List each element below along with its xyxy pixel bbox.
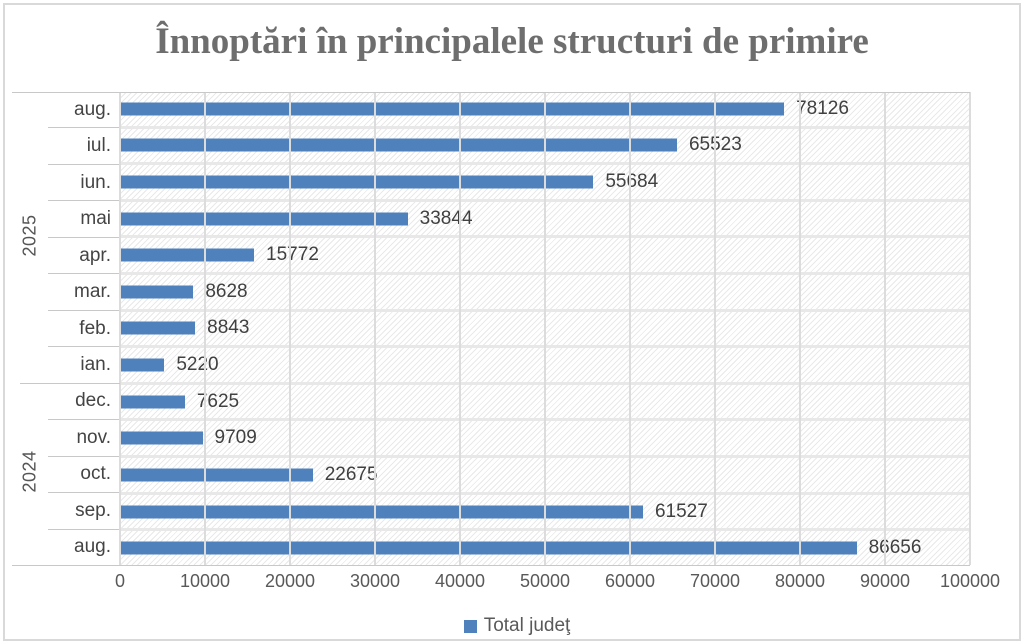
bar: [120, 212, 408, 226]
plot-area: 78126 65523 55684 33844 15772 8628 8843 5220 762…: [119, 92, 971, 565]
x-axis-tick-label: 70000: [689, 571, 741, 591]
bar-row: 8628: [120, 275, 970, 312]
legend: Total judeţ: [0, 615, 1024, 637]
month-axis: aug. iul. iun. mai apr. mar. feb. ian. dec. nov. o…: [48, 92, 120, 565]
month-label: nov.: [48, 420, 120, 457]
x-axis-tick-label: 90000: [859, 571, 911, 591]
legend-label: Total judeţ: [483, 615, 571, 636]
bar: [120, 248, 255, 262]
bar-row: 8843: [120, 311, 970, 349]
bar: [120, 358, 165, 372]
x-axis-tick-label: 100000: [939, 571, 1001, 591]
bar-value-label: 65523: [688, 134, 742, 156]
x-axis-tick-label: 60000: [604, 571, 656, 591]
x-axis-tick-label: 10000: [179, 571, 231, 591]
bar-value-label: 8843: [207, 317, 250, 339]
bar-value-label: 15772: [266, 244, 319, 266]
year-group-separator: [20, 383, 120, 385]
month-label: apr.: [48, 238, 120, 275]
x-axis: 0 10000 20000 30000 40000 50000 60000 70000 8000…: [0, 571, 1024, 595]
month-label: mar.: [48, 274, 120, 311]
x-axis-tick-label: 80000: [774, 571, 826, 591]
month-label: aug.: [74, 536, 111, 558]
bar-value-label: 7625: [196, 390, 240, 412]
bar-row: 15772: [120, 238, 970, 276]
bar: [120, 175, 594, 189]
x-axis-tick-label: 0: [114, 571, 126, 591]
bar-value-label: 61527: [654, 500, 708, 522]
bar-value-label: 86656: [868, 537, 922, 559]
bar-row: 9709: [120, 421, 970, 459]
year-axis: 2025 2024: [12, 92, 48, 565]
bar-value-label: 33844: [419, 207, 473, 229]
bar-row: 22675: [120, 458, 970, 495]
bar-row: 78126: [120, 92, 970, 129]
bar-row: 55684: [120, 165, 970, 202]
month-label: mai: [48, 201, 120, 238]
bar: [120, 395, 185, 409]
bar-row: 65523: [120, 128, 970, 166]
bar-value-label: 55684: [605, 171, 659, 193]
bar-value-label: 8628: [205, 280, 248, 302]
bar-row: 61527: [120, 494, 970, 532]
year-group-cell: 2025: [12, 92, 48, 378]
bar-value-label: 5220: [176, 354, 219, 376]
x-axis-tick-label: 40000: [434, 571, 486, 591]
year-group-label: 2025: [19, 214, 40, 257]
bar: [120, 285, 194, 299]
month-label: sep.: [48, 493, 120, 530]
bar-row: 7625: [120, 384, 970, 422]
bar: [120, 138, 677, 152]
bar: [120, 102, 785, 116]
year-group-cell: 2024: [12, 378, 48, 565]
chart-title: Înnoptări în principalele structuri de p…: [155, 21, 869, 62]
month-label: feb.: [48, 311, 120, 348]
bar-row: 5220: [120, 348, 970, 385]
bar: [120, 541, 857, 555]
month-label: iun.: [48, 165, 120, 202]
plot-rows: 78126 65523 55684 33844 15772 8628 8843 5220 762…: [120, 92, 970, 565]
bar: [120, 321, 196, 335]
bar: [120, 505, 643, 518]
axis-line-top: [12, 92, 970, 93]
bar-value-label: 22675: [324, 463, 378, 485]
month-label: oct.: [48, 457, 120, 494]
bar-row: 86656: [120, 531, 970, 565]
bar: [120, 468, 313, 482]
x-axis-tick-label: 20000: [264, 571, 316, 591]
month-label: ian.: [48, 347, 120, 384]
bar-row: 33844: [120, 201, 970, 239]
bar: [120, 431, 203, 445]
axis-line-bottom: [12, 565, 970, 566]
year-group-label: 2024: [19, 450, 40, 493]
month-label: dec.: [48, 384, 120, 421]
month-label: aug.: [48, 92, 120, 129]
bar-value-label: 78126: [796, 97, 849, 119]
month-label: iul.: [48, 128, 120, 165]
x-axis-tick-label: 50000: [519, 571, 571, 591]
bar-value-label: 9709: [214, 427, 257, 449]
legend-marker-icon: [463, 619, 477, 633]
x-axis-tick-label: 30000: [349, 571, 401, 591]
